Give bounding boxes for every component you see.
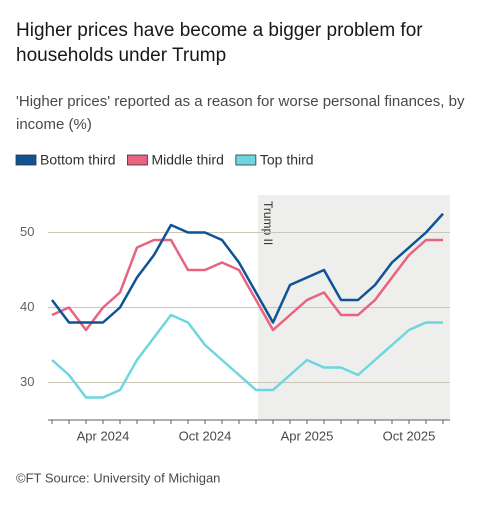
y-tick-label: 30 <box>20 374 34 389</box>
legend-swatch <box>235 154 257 166</box>
x-tick-label: Apr 2025 <box>281 428 334 443</box>
chart-title-line: Higher prices have become a bigger probl… <box>16 20 423 41</box>
legend-swatch <box>127 154 148 166</box>
series-line <box>51 313 443 399</box>
legend-swatch <box>15 154 37 166</box>
x-tick-label: Oct 2025 <box>383 428 436 443</box>
x-tick-label: Oct 2024 <box>179 428 232 443</box>
x-tick-label: Apr 2024 <box>77 428 130 443</box>
legend-label: Middle third <box>151 152 223 168</box>
chart-subtitle-line: 'Higher prices' reported as a reason for… <box>16 93 465 110</box>
chart-title: Higher prices have become a bigger probl… <box>16 20 423 66</box>
chart-title-line: households under Trump <box>16 45 226 66</box>
chart-subtitle: 'Higher prices' reported as a reason for… <box>16 93 465 133</box>
chart-subtitle-line: income (%) <box>16 116 92 133</box>
source: ©FT Source: University of Michigan <box>16 470 220 485</box>
y-tick-label: 50 <box>20 224 34 239</box>
series-line <box>51 238 443 332</box>
legend-label: Bottom third <box>40 152 115 168</box>
series-line <box>51 212 444 324</box>
y-tick-label: 40 <box>20 299 34 314</box>
legend-label: Top third <box>260 152 314 168</box>
annotation: Trump II <box>261 201 275 245</box>
